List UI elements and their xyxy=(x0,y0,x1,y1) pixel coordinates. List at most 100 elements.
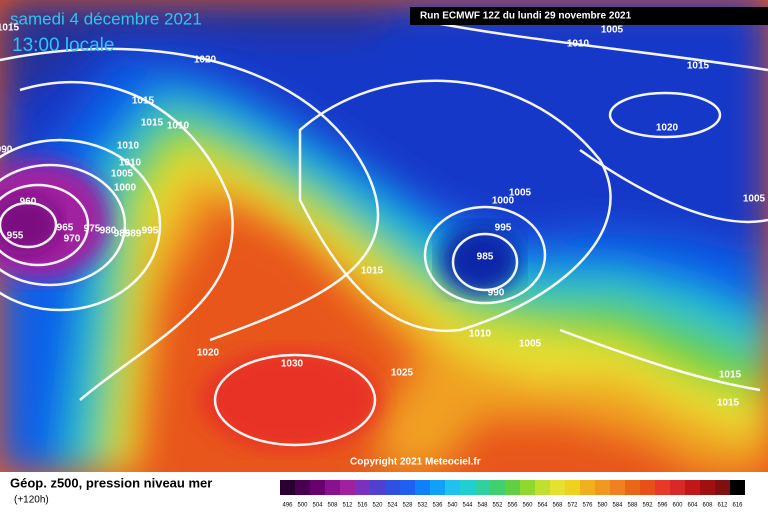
scale-swatch xyxy=(370,480,385,495)
isobar-label: 985 xyxy=(114,229,131,240)
scale-swatch xyxy=(280,480,295,495)
isobars xyxy=(0,18,768,447)
scale-label: 584 xyxy=(612,503,623,509)
scale-swatch xyxy=(445,480,460,495)
scale-label: 540 xyxy=(447,503,458,509)
scale-swatch xyxy=(625,480,640,495)
isobar-label: 1000 xyxy=(492,196,515,207)
scale-swatch xyxy=(520,480,535,495)
isobar-label: 980 xyxy=(100,226,117,237)
scale-label: 600 xyxy=(672,503,683,509)
scale-label: 524 xyxy=(387,503,398,509)
scale-label: 592 xyxy=(642,503,653,509)
scale-label: 608 xyxy=(702,503,713,509)
scale-label: 512 xyxy=(342,503,353,509)
scale-label: 500 xyxy=(297,503,308,509)
color-scale: 496 500 504 508 512 516 520 524 528 532 536 540 544 5… xyxy=(280,480,745,509)
scale-swatch xyxy=(415,480,430,495)
scale-swatch xyxy=(430,480,445,495)
scale-swatch xyxy=(310,480,325,495)
isobar-labels: 1015102010151015101010101010100510009909… xyxy=(0,23,766,409)
isobar-label: 1010 xyxy=(119,158,142,169)
scale-swatch xyxy=(580,480,595,495)
isobar-label: 1005 xyxy=(601,25,624,36)
scale-swatch xyxy=(325,480,340,495)
scale-label: 576 xyxy=(582,503,593,509)
isobar-label: 995 xyxy=(495,223,512,234)
scale-swatch xyxy=(715,480,730,495)
scale-swatch xyxy=(640,480,655,495)
isobar-label: 1005 xyxy=(519,339,542,350)
scale-label: 560 xyxy=(522,503,533,509)
isobar-label: 995 xyxy=(142,226,159,237)
isobar-label: 1025 xyxy=(391,368,414,379)
isobar-label: 990 xyxy=(488,288,505,299)
scale-swatch xyxy=(655,480,670,495)
isobar-label: 1010 xyxy=(469,329,492,340)
isobar-label: 1020 xyxy=(197,348,220,359)
scale-label: 532 xyxy=(417,503,428,509)
scale-swatch xyxy=(685,480,700,495)
scale-label: 568 xyxy=(552,503,563,509)
isobar-label: 1010 xyxy=(117,141,140,152)
isobar-label: 965 xyxy=(57,223,74,234)
date-label: samedi 4 décembre 2021 xyxy=(10,9,202,28)
isobar-label: 975 xyxy=(84,224,101,235)
isobar-label: 1005 xyxy=(509,188,532,199)
isobar-label: 1005 xyxy=(111,169,134,180)
footer-lead: (+120h) xyxy=(14,495,49,506)
scale-label: 544 xyxy=(462,503,473,509)
isobar-label: 1020 xyxy=(194,55,217,66)
scale-swatch xyxy=(490,480,505,495)
isobar-label: 1015 xyxy=(687,61,710,72)
scale-swatch xyxy=(475,480,490,495)
scale-swatch xyxy=(700,480,715,495)
scale-label: 580 xyxy=(597,503,608,509)
scale-label: 496 xyxy=(282,503,293,509)
scale-label: 612 xyxy=(717,503,728,509)
isobar-label: 989 xyxy=(125,229,142,240)
scale-label: 572 xyxy=(567,503,578,509)
isobar-label: 1015 xyxy=(361,266,384,277)
geopotential-field xyxy=(0,0,768,472)
scale-swatch xyxy=(355,480,370,495)
isobar-label: 1030 xyxy=(281,359,304,370)
isobar-label: 1015 xyxy=(0,23,20,34)
isobar-label: 1015 xyxy=(719,370,742,381)
isobar-label: 1010 xyxy=(567,39,590,50)
time-label: 13:00 locale xyxy=(12,35,114,56)
isobar-label: 1010 xyxy=(167,121,190,132)
scale-swatch xyxy=(535,480,550,495)
isobar-label: 1020 xyxy=(656,123,679,134)
run-label: Run ECMWF 12Z du lundi 29 novembre 2021 xyxy=(420,11,632,22)
footer-title: Géop. z500, pression niveau mer xyxy=(10,475,212,490)
scale-swatch xyxy=(670,480,685,495)
scale-swatch xyxy=(460,480,475,495)
scale-swatch xyxy=(595,480,610,495)
isobar-label: 955 xyxy=(7,231,24,242)
scale-swatch xyxy=(550,480,565,495)
scale-swatch xyxy=(505,480,520,495)
scale-swatch xyxy=(340,480,355,495)
isobar-label: 960 xyxy=(20,197,37,208)
scale-label: 520 xyxy=(372,503,383,509)
isobar-label: 990 xyxy=(0,145,13,156)
isobar-label: 1005 xyxy=(743,194,766,205)
scale-swatch xyxy=(295,480,310,495)
isobar-label: 1015 xyxy=(141,118,164,129)
scale-label: 604 xyxy=(687,503,698,509)
scale-label: 588 xyxy=(627,503,638,509)
scale-label: 504 xyxy=(312,503,323,509)
scale-swatch xyxy=(610,480,625,495)
scale-swatch xyxy=(400,480,415,495)
scale-label: 508 xyxy=(327,503,338,509)
scale-label: 564 xyxy=(537,503,548,509)
scale-swatch xyxy=(565,480,580,495)
isobar-label: 1015 xyxy=(132,96,155,107)
isobar-label: 1015 xyxy=(717,398,740,409)
scale-label: 548 xyxy=(477,503,488,509)
isobar-label: 1000 xyxy=(114,183,137,194)
scale-label: 528 xyxy=(402,503,413,509)
scale-label: 616 xyxy=(732,503,743,509)
